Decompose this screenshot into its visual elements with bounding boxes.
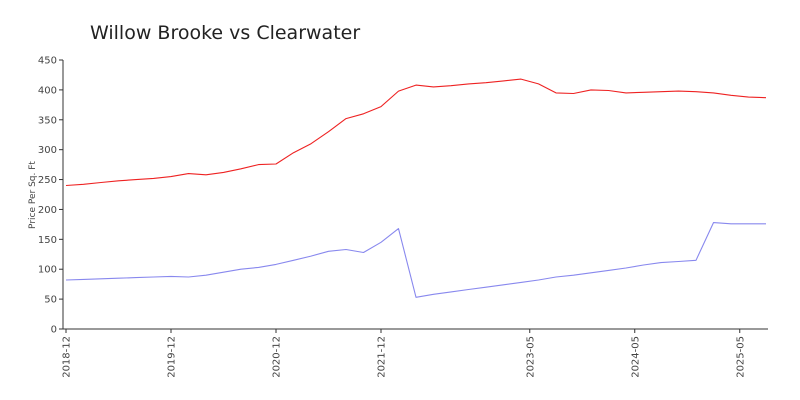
y-tick-label: 450 bbox=[38, 56, 57, 67]
x-axis-ticks: 2018-12 2019-12 2020-12 2021-12 2023-05 2024-… bbox=[62, 329, 746, 378]
x-tick-label: 2019-12 bbox=[167, 336, 178, 378]
y-tick-label: 250 bbox=[38, 175, 57, 186]
series-line-2 bbox=[65, 222, 766, 298]
x-tick-label: 2021-12 bbox=[377, 336, 388, 378]
series-layer bbox=[65, 78, 767, 298]
y-tick-label: 300 bbox=[38, 145, 57, 156]
chart-title: Willow Brooke vs Clearwater bbox=[90, 22, 360, 44]
y-tick-label: 350 bbox=[38, 115, 57, 126]
x-tick-label: 2024-05 bbox=[630, 336, 641, 378]
y-axis-ticks: 0 50 100 150 200 250 300 350 400 450 bbox=[38, 56, 63, 336]
y-tick-label: 50 bbox=[44, 295, 57, 306]
y-tick-label: 200 bbox=[38, 205, 57, 216]
y-axis-label: Price Per Sq. Ft bbox=[28, 161, 38, 229]
x-tick-label: 2020-12 bbox=[272, 336, 283, 378]
y-tick-label: 400 bbox=[38, 85, 57, 96]
y-tick-label: 150 bbox=[38, 235, 57, 246]
y-tick-label: 0 bbox=[51, 325, 57, 336]
series-line-1 bbox=[65, 78, 767, 187]
x-tick-label: 2018-12 bbox=[62, 336, 73, 378]
x-tick-label: 2023-05 bbox=[525, 336, 536, 378]
x-tick-label: 2025-05 bbox=[735, 336, 746, 378]
y-tick-label: 100 bbox=[38, 265, 57, 276]
